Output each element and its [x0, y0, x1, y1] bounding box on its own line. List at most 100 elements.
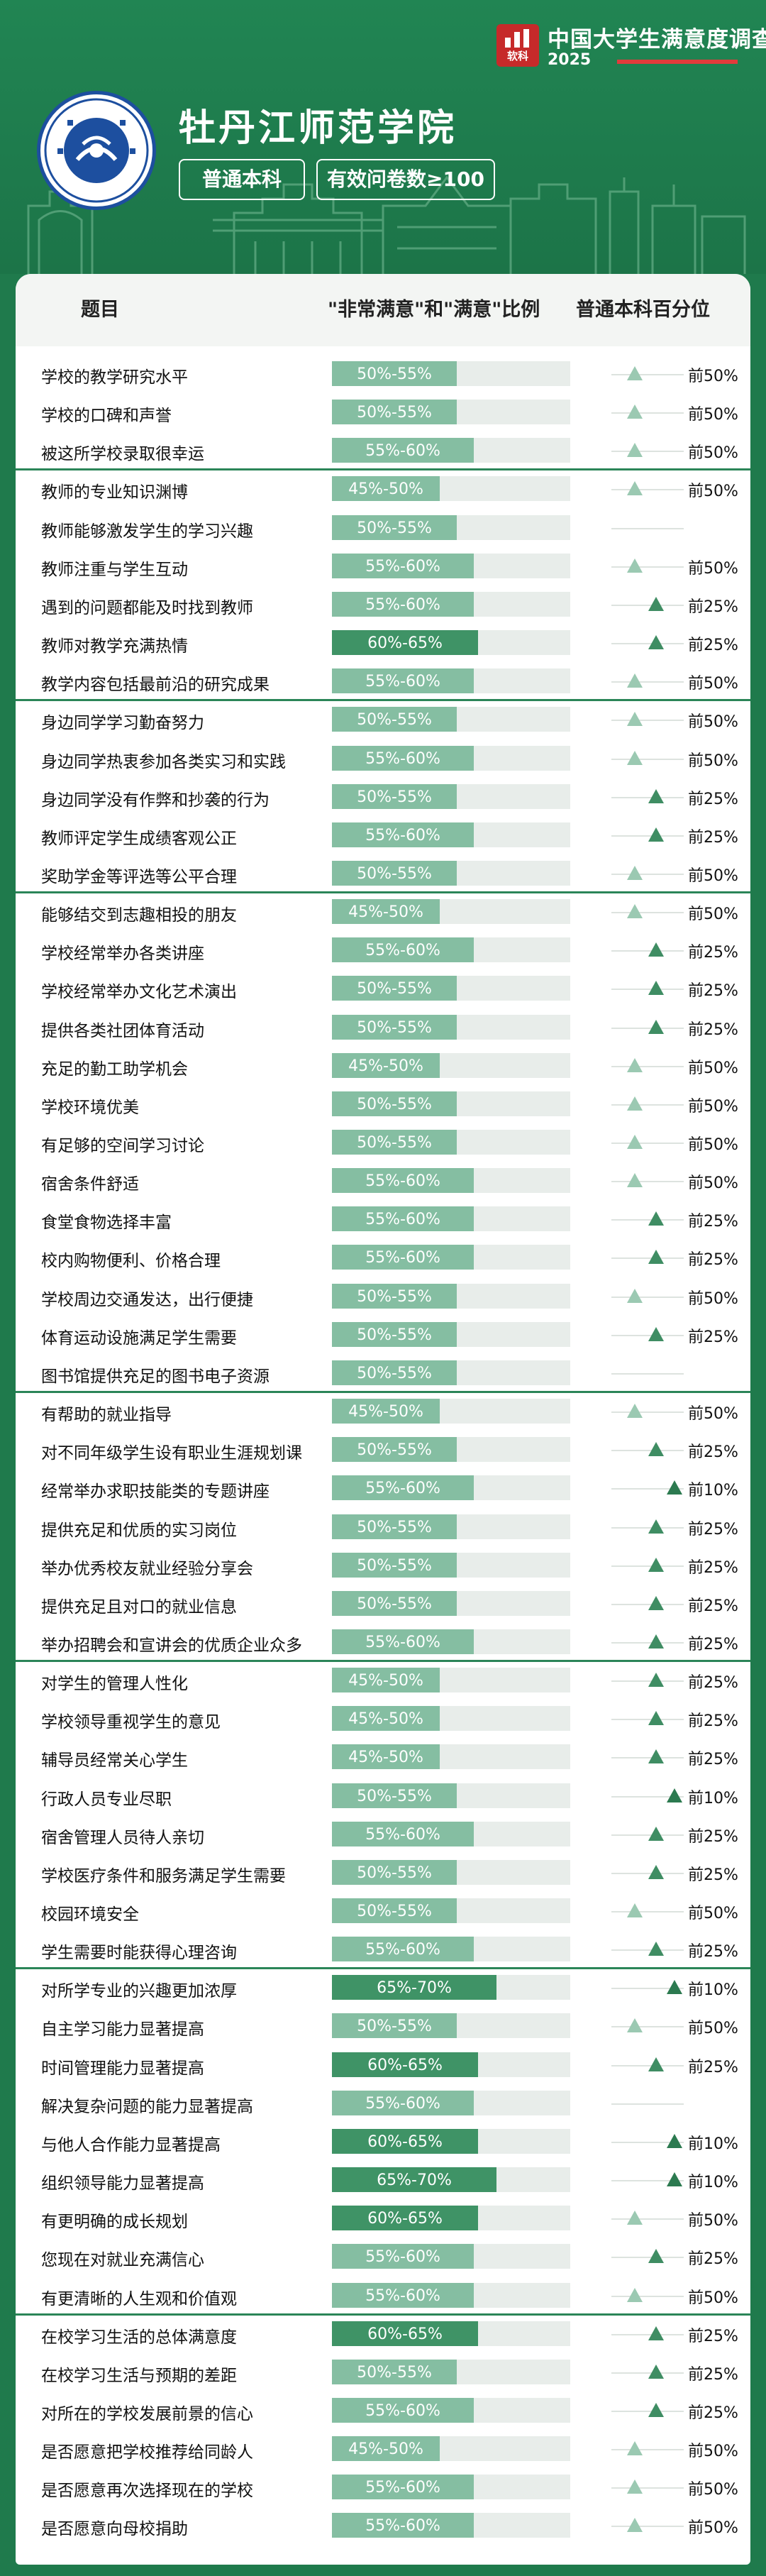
percentile-track	[611, 451, 684, 453]
percentile-track	[611, 1526, 684, 1529]
row-label: 学校经常举办文化艺术演出	[41, 983, 237, 1002]
ratio-range: 55%-60%	[365, 1172, 440, 1191]
table-row: 有帮助的就业指导 45%-50% 前50%	[16, 1392, 750, 1431]
ratio-range: 60%-65%	[367, 2210, 443, 2228]
percentile-track	[611, 2526, 684, 2528]
ratio-bar-fill: 60%-65%	[332, 2321, 478, 2346]
school-level-tag: 普通本科	[179, 159, 305, 200]
ratio-range: 55%-60%	[365, 2401, 440, 2420]
row-label: 是否愿意向母校捐助	[41, 2520, 188, 2539]
ratio-range: 45%-50%	[348, 1403, 423, 1421]
ruanke-logo: 软科	[496, 24, 539, 67]
brand-accent-line	[617, 60, 738, 64]
ratio-bar-fill: 60%-65%	[332, 2052, 478, 2077]
percentile-value: 前25%	[688, 1674, 738, 1692]
percentile-value: 前50%	[688, 866, 738, 885]
percentile-value: 前50%	[688, 2519, 738, 2538]
percentile-track	[611, 2141, 684, 2143]
percentile-marker-icon	[627, 865, 643, 880]
percentile-value: 前25%	[688, 1213, 738, 1231]
ratio-bar-fill: 50%-55%	[332, 1360, 457, 1385]
percentile-value: 前25%	[688, 1751, 738, 1769]
percentile-marker-icon	[627, 1903, 643, 1917]
table-row: 提供各类社团体育活动 50%-55% 前25%	[16, 1008, 750, 1047]
ratio-bar-track: 55%-60%	[332, 1821, 570, 1846]
row-label: 是否愿意把学校推荐给同龄人	[41, 2443, 253, 2462]
percentile-value: 前25%	[688, 2365, 738, 2384]
percentile-track	[611, 604, 684, 606]
ratio-bar-track: 50%-55%	[332, 707, 570, 732]
ratio-bar-track: 55%-60%	[332, 1245, 570, 1270]
ratio-bar-track: 55%-60%	[332, 1475, 570, 1501]
ratio-bar-fill: 55%-60%	[332, 1206, 474, 1232]
ruanke-brand: 软科 中国大学生满意度调查 2025	[496, 18, 766, 69]
percentile-marker-icon	[627, 712, 643, 727]
row-label: 教师注重与学生互动	[41, 560, 188, 579]
ratio-range: 60%-65%	[367, 2325, 443, 2343]
percentile-track	[611, 681, 684, 683]
ratio-bar-fill: 45%-50%	[332, 1668, 440, 1693]
ratio-bar-track: 55%-60%	[332, 1168, 570, 1194]
table-row: 自主学习能力显著提高 50%-55% 前50%	[16, 2007, 750, 2045]
campus-skyline-illustration	[27, 175, 746, 274]
percentile-value: 前25%	[688, 790, 738, 808]
ratio-range: 55%-60%	[365, 673, 440, 691]
ratio-bar-fill: 50%-55%	[332, 2013, 457, 2039]
ratio-range: 50%-55%	[357, 1364, 432, 1382]
percentile-track	[611, 950, 684, 952]
percentile-marker-icon	[648, 1250, 664, 1265]
table-row: 学校经常举办各类讲座 55%-60% 前25%	[16, 931, 750, 969]
ratio-bar-track: 50%-55%	[332, 783, 570, 809]
ratio-bar-track: 50%-55%	[332, 361, 570, 386]
percentile-track	[611, 1334, 684, 1336]
percentile-marker-icon	[648, 1557, 664, 1572]
percentile-value: 前50%	[688, 1174, 738, 1193]
percentile-track	[611, 1450, 684, 1452]
ratio-bar-fill: 50%-55%	[332, 1091, 457, 1116]
row-label: 宿舍管理人员待人亲切	[41, 1828, 204, 1847]
row-label: 图书馆提供充足的图书电子资源	[41, 1367, 270, 1386]
ratio-bar-track: 50%-55%	[332, 1437, 570, 1463]
row-label: 解决复杂问题的能力显著提高	[41, 2097, 253, 2116]
ratio-bar-track: 50%-55%	[332, 1898, 570, 1923]
percentile-value: 前25%	[688, 2250, 738, 2269]
table-row: 辅导员经常关心学生 45%-50% 前25%	[16, 1738, 750, 1776]
ratio-bar-fill: 45%-50%	[332, 899, 440, 925]
percentile-track	[611, 1911, 684, 1912]
percentile-marker-icon	[648, 1595, 664, 1610]
row-label: 遇到的问题都能及时找到教师	[41, 598, 253, 617]
percentile-marker-icon	[648, 596, 664, 611]
ratio-range: 45%-50%	[348, 1749, 423, 1767]
percentile-track	[611, 989, 684, 991]
percentile-value: 前50%	[688, 1097, 738, 1116]
percentile-track	[611, 412, 684, 414]
row-label: 对不同年级学生设有职业生涯规划课	[41, 1444, 302, 1463]
percentile-value: 前25%	[688, 1597, 738, 1615]
ratio-range: 50%-55%	[357, 1787, 432, 1805]
percentile-track	[611, 2333, 684, 2335]
percentile-value: 前50%	[688, 483, 738, 501]
row-label: 教师对教学充满热情	[41, 637, 188, 656]
percentile-marker-icon	[627, 1135, 643, 1149]
ratio-bar-fill: 65%-70%	[332, 1975, 496, 2000]
percentile-marker-icon	[648, 1211, 664, 1226]
ratio-bar-fill: 50%-55%	[332, 361, 457, 386]
row-label: 经常举办求职技能类的专题讲座	[41, 1482, 270, 1502]
ratio-range: 55%-60%	[365, 2517, 440, 2536]
row-label: 提供充足且对口的就业信息	[41, 1597, 237, 1617]
row-label: 学校的教学研究水平	[41, 368, 188, 387]
ratio-range: 50%-55%	[357, 404, 432, 422]
percentile-track	[611, 1565, 684, 1567]
row-label: 辅导员经常关心学生	[41, 1751, 188, 1771]
percentile-track	[611, 1949, 684, 1952]
ratio-range: 55%-60%	[365, 2286, 440, 2305]
ratio-range: 50%-55%	[357, 2018, 432, 2036]
percentile-track	[611, 2180, 684, 2182]
row-label: 被这所学校录取很幸运	[41, 445, 204, 464]
percentile-track	[611, 2257, 684, 2259]
row-label: 有帮助的就业指导	[41, 1406, 172, 1425]
section-divider	[16, 468, 750, 471]
ratio-bar-fill: 55%-60%	[332, 1629, 474, 1654]
row-label: 体育运动设施满足学生需要	[41, 1328, 237, 1348]
survey-year: 2025	[548, 51, 592, 69]
